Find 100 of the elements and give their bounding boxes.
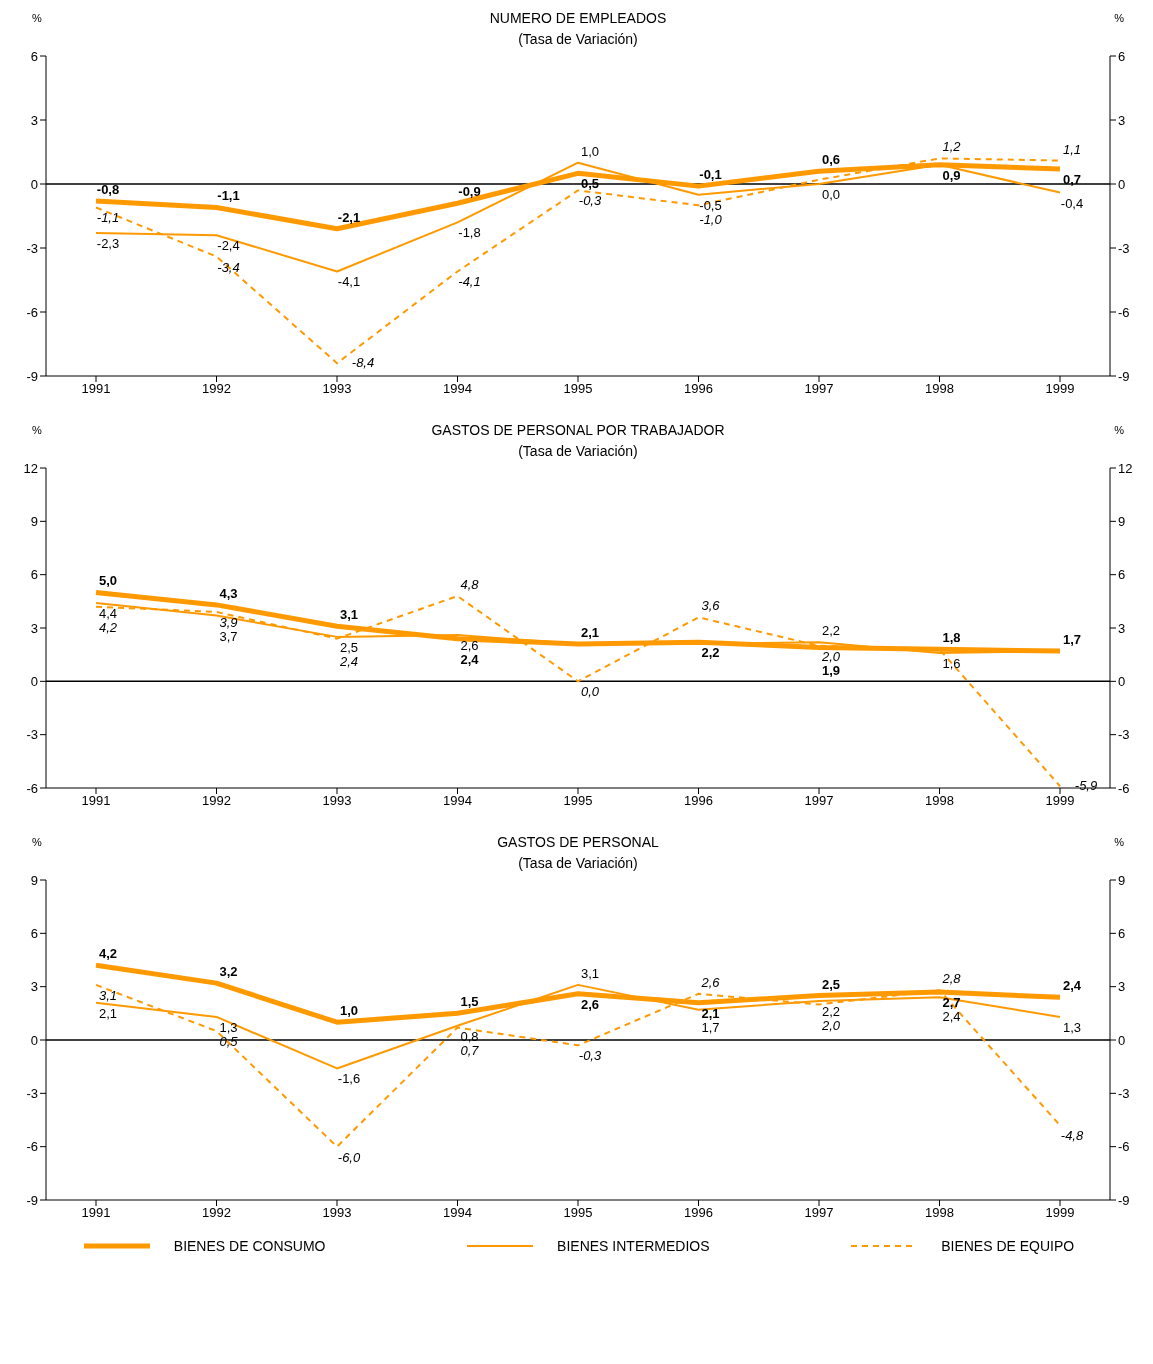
y2-tick-label: -9 [1118,368,1130,384]
y2-tick-label: 6 [1118,567,1126,583]
data-label: 2,1 [701,1005,720,1021]
y-tick-label: 0 [30,1032,38,1048]
y-tick-label: 3 [30,979,38,995]
data-label: -2,3 [96,236,120,252]
x-tick-label: 1991 [81,793,111,809]
data-label: -1,6 [337,1071,361,1087]
y-tick-label: 12 [23,460,38,476]
y-tick-label: 6 [30,48,38,64]
data-label: -0,4 [1060,195,1084,211]
data-label: -5,9 [1074,778,1098,794]
data-label: 0,9 [942,167,961,183]
x-tick-label: 1996 [684,1205,713,1221]
data-label: -0,5 [699,197,722,213]
data-label: 2,2 [821,623,841,639]
data-label: 3,1 [339,607,359,623]
data-label: -8,4 [351,355,375,371]
data-label: 2,5 [339,639,359,655]
data-label: 4,2 [98,620,118,636]
data-label: 2,4 [1062,978,1082,994]
data-label: 2,8 [941,971,962,987]
y-tick-label: 9 [30,872,38,888]
y2-axis-title: % [1114,836,1124,848]
x-tick-label: 1997 [804,793,834,809]
x-tick-label: 1993 [322,1205,352,1221]
y2-tick-label: -6 [1118,304,1130,320]
legend-label: BIENES DE EQUIPO [941,1238,1075,1254]
y-axis-title: % [32,424,42,436]
data-label: 3,6 [701,598,721,614]
data-label: -1,8 [458,225,481,241]
data-label: 3,1 [580,965,600,981]
y2-tick-label: 9 [1118,513,1126,529]
data-label: 2,4 [460,652,480,668]
y2-tick-label: -3 [1118,240,1130,256]
data-label: 2,0 [820,648,841,664]
y2-tick-label: 0 [1118,176,1126,192]
data-label: 1,9 [821,662,841,678]
data-label: 0,0 [821,187,841,202]
x-tick-label: 1996 [684,793,713,809]
data-label: 3,2 [219,964,238,980]
x-tick-label: 1992 [202,1205,231,1221]
chart-subtitle: (Tasa de Variación) [517,854,639,873]
y-tick-label: 3 [30,620,38,636]
chart-subtitle: (Tasa de Variación) [517,442,639,461]
y-axis-title: % [32,12,42,24]
data-label: 4,8 [460,577,480,592]
data-label: 3,1 [98,987,118,1003]
data-label: 2,2 [701,645,720,661]
y-tick-label: -3 [26,727,38,743]
data-label: -1,1 [96,210,120,226]
y-tick-label: -3 [26,1085,38,1101]
data-label: 2,1 [98,1005,118,1021]
y2-tick-label: 9 [1118,872,1126,888]
data-label: 0,0 [580,684,600,700]
y-tick-label: -9 [26,1192,38,1208]
x-tick-label: 1998 [925,381,954,397]
legend-label: BIENES DE CONSUMO [173,1238,326,1254]
data-label: 0,7 [460,1042,480,1058]
data-label: 1,0 [580,143,600,159]
chart-title: GASTOS DE PERSONAL [497,834,659,850]
data-label: 1,7 [701,1019,720,1035]
y-tick-label: -9 [26,368,38,384]
y-tick-label: -3 [26,240,38,256]
x-tick-label: 1991 [81,1205,111,1221]
x-tick-label: 1995 [563,793,593,809]
data-label: 5,0 [98,573,118,589]
y-tick-label: 9 [30,513,38,529]
y2-tick-label: -9 [1118,1192,1130,1208]
x-tick-label: 1995 [563,381,593,397]
x-tick-label: 1997 [804,381,834,397]
data-label: -4,1 [337,274,361,290]
data-label: -4,1 [458,274,481,290]
data-label: -1,1 [217,188,240,204]
y-tick-label: 6 [30,567,38,583]
data-label: 4,3 [219,585,238,601]
data-label: 2,4 [338,653,359,669]
x-tick-label: 1998 [925,1205,954,1221]
y-tick-label: -6 [26,304,38,320]
data-label: 1,1 [1062,141,1082,157]
data-label: 1,7 [1062,632,1082,648]
x-tick-label: 1993 [322,381,352,397]
y-tick-label: 0 [30,673,38,689]
x-tick-label: 1996 [684,381,713,397]
chart-title: NUMERO DE EMPLEADOS [489,10,667,26]
data-label: 2,2 [821,1003,841,1019]
data-label: 2,1 [580,625,600,640]
y2-tick-label: -6 [1118,780,1130,796]
data-label: 1,0 [339,1003,359,1019]
y2-tick-label: -3 [1118,727,1130,743]
y-axis-title: % [32,836,42,848]
data-label: -4,8 [1060,1128,1084,1144]
x-tick-label: 1993 [322,793,352,809]
data-label: 1,6 [942,655,961,671]
x-tick-label: 1998 [925,793,954,809]
y2-axis-title: % [1114,12,1124,24]
y2-tick-label: 3 [1118,112,1126,128]
y2-tick-label: -3 [1118,1085,1130,1101]
x-tick-label: 1994 [443,793,472,809]
x-tick-label: 1995 [563,1205,593,1221]
